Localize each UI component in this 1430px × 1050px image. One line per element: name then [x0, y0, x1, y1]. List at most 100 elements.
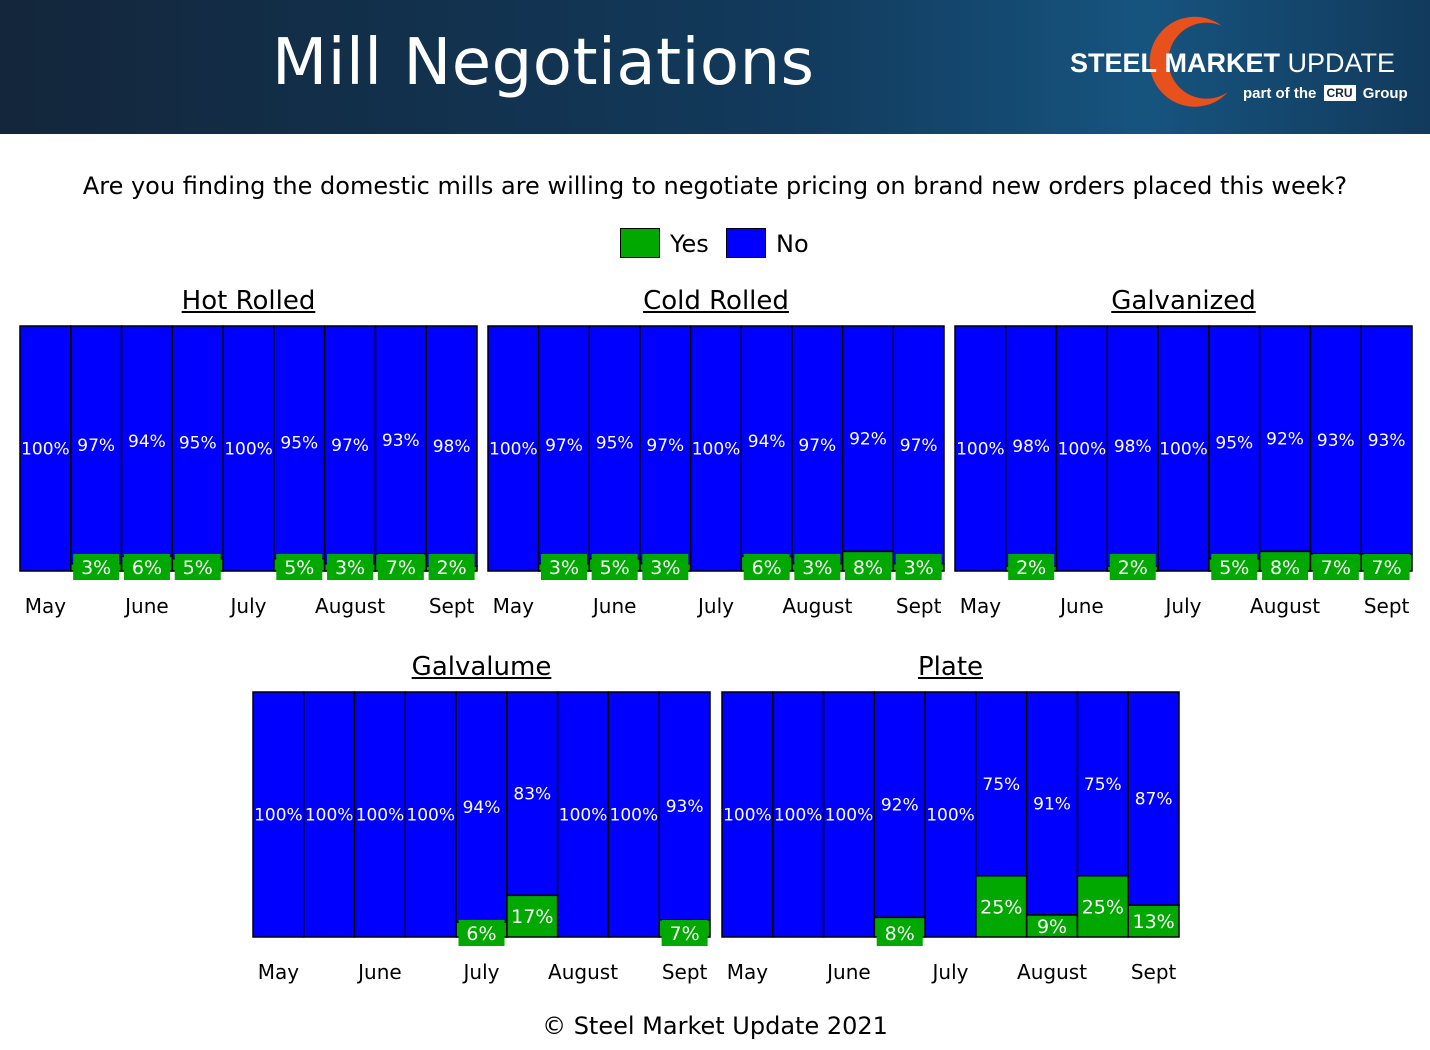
bar-no-7 [374, 325, 427, 555]
data-label-no-0: 100% [723, 806, 772, 826]
survey-question: Are you finding the domestic mills are w… [82, 172, 1348, 200]
data-label-box-yes-8 [895, 554, 942, 580]
bar-no-0 [19, 325, 72, 572]
bar-no-4 [689, 325, 743, 572]
data-label-yes-8: 2% [437, 557, 467, 579]
data-label-no-2: 94% [128, 432, 166, 452]
data-label-box-yes-8 [428, 554, 475, 580]
x-tick-label-2: July [1164, 594, 1202, 618]
page-title: Mill Negotiations [272, 26, 815, 100]
data-label-no-3: 98% [1114, 437, 1152, 457]
data-label-yes-6: 3% [335, 557, 365, 579]
data-label-box-yes-3 [174, 554, 221, 580]
bar-no-1 [772, 691, 825, 938]
data-label-box-yes-8 [661, 920, 708, 946]
chart-galvanized: 100% 98% 2% 100% 98% 2% 100% 95% 5% 92% 8% 93% 7% 93%… [954, 325, 1413, 618]
x-tick-label-2: July [229, 594, 267, 618]
x-tick-label-2: July [696, 594, 734, 618]
x-tick-label-0: May [25, 594, 67, 618]
data-label-yes-5: 5% [1219, 557, 1249, 579]
data-label-no-2: 100% [356, 806, 405, 826]
x-tick-label-3: August [782, 594, 852, 618]
logo-swoosh-icon [1149, 16, 1228, 107]
data-label-no-4: 100% [692, 440, 741, 460]
data-label-yes-1: 3% [81, 557, 111, 579]
data-label-box-yes-1 [541, 554, 587, 580]
data-label-yes-1: 3% [549, 557, 579, 579]
data-label-no-6: 92% [1266, 430, 1304, 450]
chart-cold-rolled: 100% 97% 3% 95% 5% 97% 3% 100% 94% 6% 97% 3% 92% 8% 97… [487, 325, 945, 618]
x-tick-label-0: May [258, 960, 300, 984]
bar-no-8 [658, 691, 711, 921]
data-label-box-yes-1 [73, 554, 120, 580]
logo-subtitle: part of the CRU Group [1243, 85, 1408, 102]
bar-no-4 [455, 691, 508, 924]
x-tick-label-2: July [462, 960, 500, 984]
data-label-box-yes-5 [1211, 554, 1258, 580]
bar-no-2 [120, 325, 174, 558]
data-label-box-yes-4 [458, 920, 505, 946]
data-label-no-7: 93% [1317, 431, 1355, 451]
bar-no-4 [1157, 325, 1210, 572]
copyright-footer: © Steel Market Update 2021 [542, 1012, 888, 1040]
data-label-no-1: 97% [545, 436, 583, 456]
data-label-no-4: 94% [463, 798, 501, 818]
bar-no-1 [537, 325, 591, 565]
data-label-yes-2: 6% [132, 557, 162, 579]
data-label-box-yes-3 [1109, 554, 1156, 580]
data-label-yes-3: 2% [1118, 557, 1148, 579]
bar-no-0 [721, 691, 774, 938]
chart-galvalume: 100% 100% 100% 100% 94%6%83%17%100% 100% 93%7%… [252, 691, 711, 984]
data-label-yes-8: 7% [1372, 557, 1402, 579]
logo-wordmark: STEEL MARKET UPDATE [1070, 48, 1396, 78]
data-label-no-5: 94% [748, 432, 786, 452]
data-label-no-6: 97% [331, 436, 369, 456]
bar-no-3 [404, 691, 457, 938]
bar-no-7 [841, 325, 895, 553]
data-label-box-yes-2 [591, 554, 638, 580]
bar-yes-5 [975, 875, 1028, 938]
data-label-no-2: 100% [825, 806, 874, 826]
data-label-box-yes-5 [276, 554, 323, 580]
data-label-box-yes-7 [377, 554, 424, 580]
bar-no-5 [975, 691, 1028, 877]
chart-plate: 100% 100% 100% 92%8%100%75%25%91%9%75%25%87… [721, 691, 1180, 984]
bar-no-0 [487, 325, 540, 572]
data-label-yes-8: 13% [1132, 911, 1174, 933]
data-label-no-0: 100% [254, 806, 303, 826]
legend-swatch-no [726, 228, 766, 258]
data-label-yes-6: 8% [1270, 557, 1300, 579]
data-label-yes-7: 25% [1082, 896, 1124, 918]
data-label-no-8: 97% [900, 436, 938, 456]
bar-no-4 [222, 325, 275, 572]
chart-title-galvalume: Galvalume [411, 652, 552, 682]
data-label-no-8: 93% [666, 797, 704, 817]
chart-title-cold-rolled: Cold Rolled [643, 286, 789, 316]
data-label-yes-2: 5% [600, 557, 630, 579]
bar-no-2 [588, 325, 641, 560]
chart-title-galvanized: Galvanized [1111, 286, 1256, 316]
x-tick-label-0: May [727, 960, 769, 984]
x-tick-label-4: Sept [896, 594, 942, 618]
data-label-yes-5: 25% [980, 896, 1022, 918]
data-label-box-yes-7 [1312, 554, 1359, 580]
data-label-no-0: 100% [21, 440, 70, 460]
bar-yes-5 [506, 894, 559, 938]
data-label-yes-4: 6% [466, 923, 496, 945]
data-label-no-1: 100% [305, 806, 354, 826]
bar-yes-8 [1127, 904, 1180, 938]
data-label-no-6: 91% [1033, 794, 1071, 814]
data-label-yes-8: 3% [904, 557, 934, 579]
cru-badge: CRU [1323, 85, 1356, 101]
bar-no-8 [1127, 691, 1180, 906]
data-label-yes-7: 7% [1321, 557, 1351, 579]
legend-label-yes: Yes [670, 230, 709, 258]
x-tick-label-1: June [591, 594, 637, 618]
data-label-box-yes-6 [327, 554, 374, 580]
data-label-no-7: 100% [610, 806, 659, 826]
x-tick-label-0: May [960, 594, 1002, 618]
bar-no-0 [252, 691, 305, 938]
data-label-no-2: 95% [596, 433, 634, 453]
data-label-box-yes-2 [123, 554, 170, 580]
data-label-no-8: 87% [1135, 790, 1173, 810]
